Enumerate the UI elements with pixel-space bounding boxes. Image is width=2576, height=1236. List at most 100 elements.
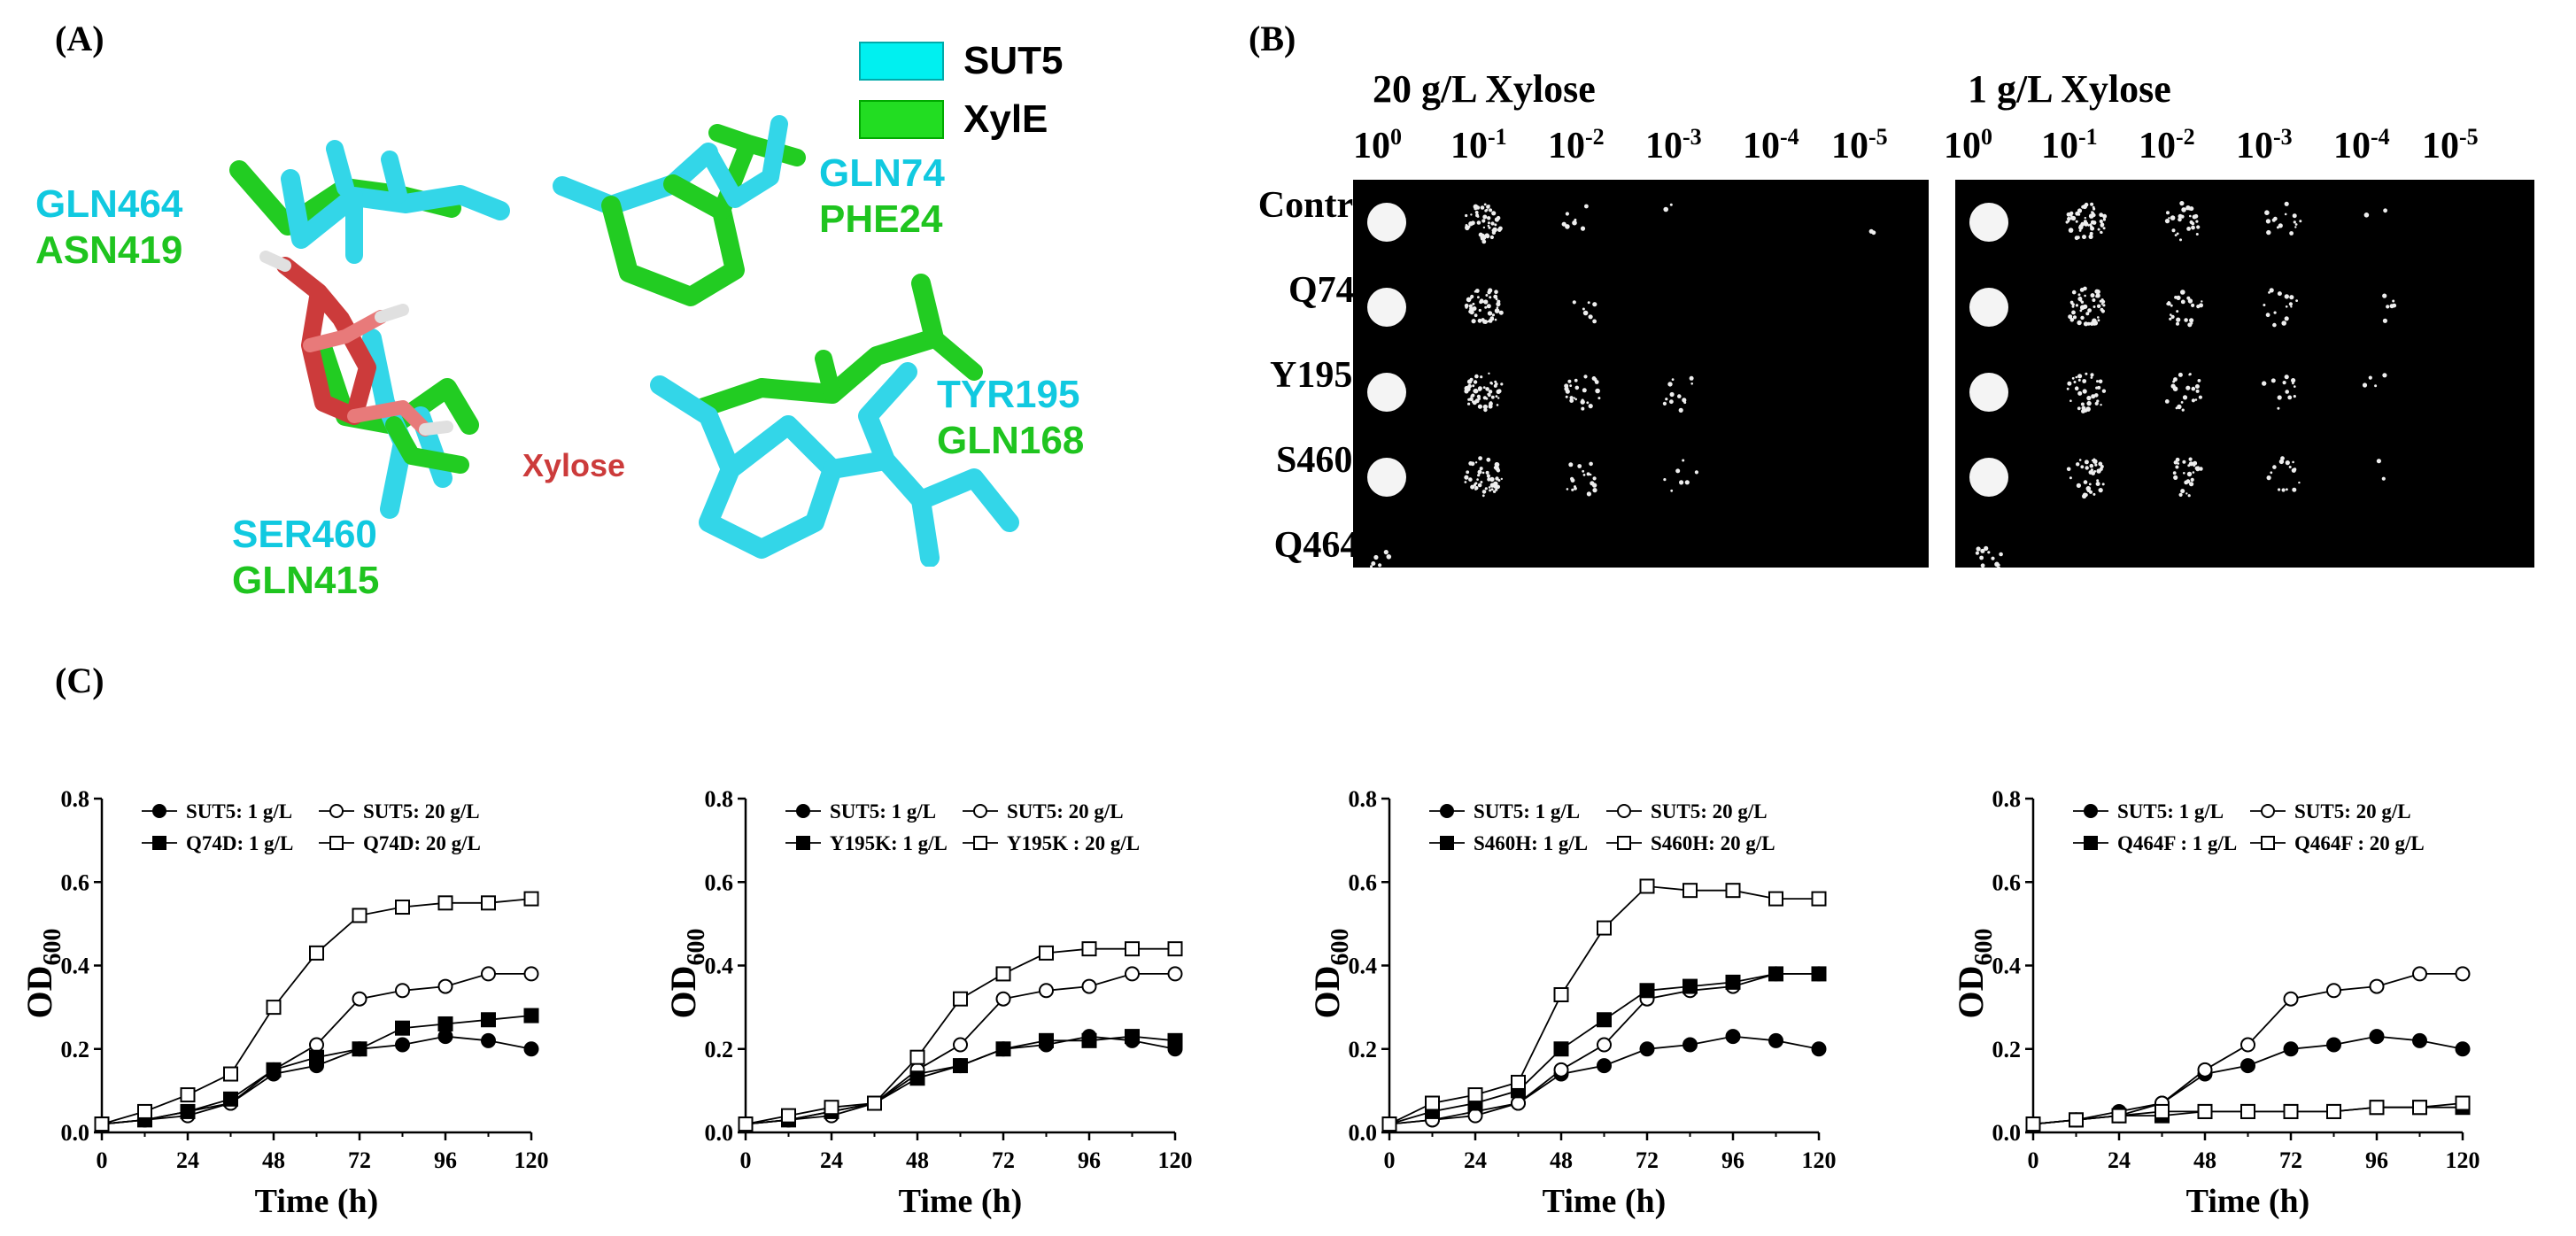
legend-item-xyle: XylE: [859, 92, 1063, 147]
legend-text: SUT5: 20 g/L: [1651, 800, 1768, 823]
dilution-label-0-5: 10-5: [1831, 124, 1888, 167]
x-tick-label: 0: [97, 1147, 108, 1173]
data-point: [1125, 1029, 1140, 1045]
data-point: [867, 1095, 882, 1111]
data-point: [266, 1062, 282, 1078]
x-axis-label: Time (h): [1543, 1183, 1667, 1220]
legend-marker: [329, 836, 344, 850]
data-point: [1425, 1095, 1440, 1111]
spot-2-3: [2262, 375, 2296, 410]
residue-label-gln464: GLN464 ASN419: [35, 182, 182, 274]
data-point: [180, 1103, 196, 1119]
residue-sut5-ser460: SER460: [232, 513, 377, 556]
data-point: [1811, 966, 1827, 982]
dilution-label-1-3: 10-3: [2236, 124, 2293, 167]
x-tick-label: 120: [514, 1147, 549, 1173]
data-point: [781, 1108, 796, 1124]
y-tick-label: 0.4: [705, 954, 734, 979]
y-tick-label: 0.0: [705, 1120, 734, 1146]
data-point: [180, 1087, 196, 1103]
spot-1-2: [1572, 300, 1597, 324]
spot-2-1: [2066, 372, 2107, 413]
data-point: [1167, 1032, 1183, 1048]
legend-marker: [1617, 804, 1631, 818]
data-point: [1725, 1029, 1741, 1045]
x-tick-label: 72: [348, 1147, 371, 1173]
data-point: [266, 1000, 282, 1016]
data-point: [953, 1037, 968, 1053]
data-point: [909, 1049, 925, 1065]
y-tick-label: 0.8: [61, 786, 90, 812]
x-tick-label: 96: [1078, 1147, 1101, 1173]
spot-2-1: [1464, 372, 1504, 413]
legend-entry-1: SUT5: 20 g/L: [2250, 800, 2411, 823]
y-axis-label-subscript: 600: [683, 929, 710, 966]
legend-text: SUT5: 1 g/L: [186, 800, 292, 823]
data-point: [2240, 1103, 2255, 1119]
panel-a-legend: SUT5 XylE: [859, 34, 1063, 147]
dilution-exponent: -3: [1683, 124, 1702, 150]
row-label-control: Control: [1257, 185, 1381, 226]
spot-plate-20gl: [1353, 180, 1929, 568]
dilution-base: 10: [1645, 126, 1683, 166]
legend-marker: [1617, 836, 1631, 850]
panel-b-label: (B): [1249, 19, 1296, 58]
residue-gln464-asn419: [229, 140, 510, 264]
data-point: [1511, 1095, 1526, 1111]
data-point: [2283, 991, 2299, 1007]
data-point: [1081, 941, 1097, 957]
spot-3-3: [2266, 456, 2301, 492]
data-point: [953, 1058, 968, 1074]
dilution-label-0-2: 10-2: [1548, 124, 1605, 167]
plate-title-1gl: 1 g/L Xylose: [1968, 67, 2171, 111]
x-axis-label: Time (h): [899, 1183, 1023, 1220]
y-axis-label: OD600: [663, 929, 710, 1019]
data-point: [1039, 945, 1054, 961]
dilution-exponent: -3: [2273, 124, 2293, 150]
dilution-base: 10: [1743, 126, 1780, 166]
data-point: [909, 1070, 925, 1086]
data-point: [1125, 966, 1140, 982]
data-point: [352, 1041, 367, 1057]
data-point: [1125, 941, 1140, 957]
x-tick-label: 48: [2193, 1147, 2216, 1173]
series-2: [94, 1008, 539, 1132]
spot-0-3: [1663, 203, 1673, 212]
residue-label-ser460: SER460 GLN415: [232, 512, 379, 604]
series-line: [101, 898, 532, 1125]
legend-entry-3: Q464F : 20 g/L: [2250, 832, 2425, 854]
data-point: [2069, 1112, 2084, 1128]
data-point: [1725, 974, 1741, 990]
y-axis-label-subscript: 600: [1327, 929, 1354, 966]
data-point: [1811, 1041, 1827, 1057]
dilution-exponent: -5: [2459, 124, 2479, 150]
dilution-label-0-3: 10-3: [1645, 124, 1702, 167]
data-point: [1553, 1041, 1569, 1057]
legend-entry-0: SUT5: 1 g/L: [2073, 800, 2224, 823]
y-tick-label: 0.2: [61, 1037, 90, 1062]
data-point: [995, 966, 1011, 982]
series-3: [2025, 1095, 2471, 1132]
residue-xyle-gln168: GLN168: [937, 419, 1085, 462]
spot-2-3: [1662, 375, 1694, 413]
spot-1-3: [2263, 288, 2298, 328]
spot-3-4: [2376, 459, 2386, 481]
dilution-base: 10: [1944, 126, 1981, 166]
data-point: [481, 966, 496, 982]
y-tick-label: 0.4: [1992, 954, 2022, 979]
legend-entry-2: S460H: 1 g/L: [1429, 832, 1588, 854]
dilution-base: 10: [1450, 126, 1488, 166]
data-point: [1597, 1012, 1612, 1028]
dilution-exponent: -1: [2078, 124, 2098, 150]
legend-marker: [796, 804, 810, 818]
spot-0-0: [1969, 203, 2008, 242]
spot-1-1: [1464, 288, 1504, 324]
data-point: [523, 966, 539, 982]
x-tick-label: 120: [1158, 1147, 1193, 1173]
legend-text: SUT5: 20 g/L: [363, 800, 480, 823]
series-3: [94, 891, 539, 1132]
data-point: [1683, 1037, 1698, 1053]
spot-2-2: [2164, 372, 2202, 412]
y-tick-label: 0.4: [61, 954, 90, 979]
legend-text: Y195K: 1 g/L: [830, 832, 948, 854]
